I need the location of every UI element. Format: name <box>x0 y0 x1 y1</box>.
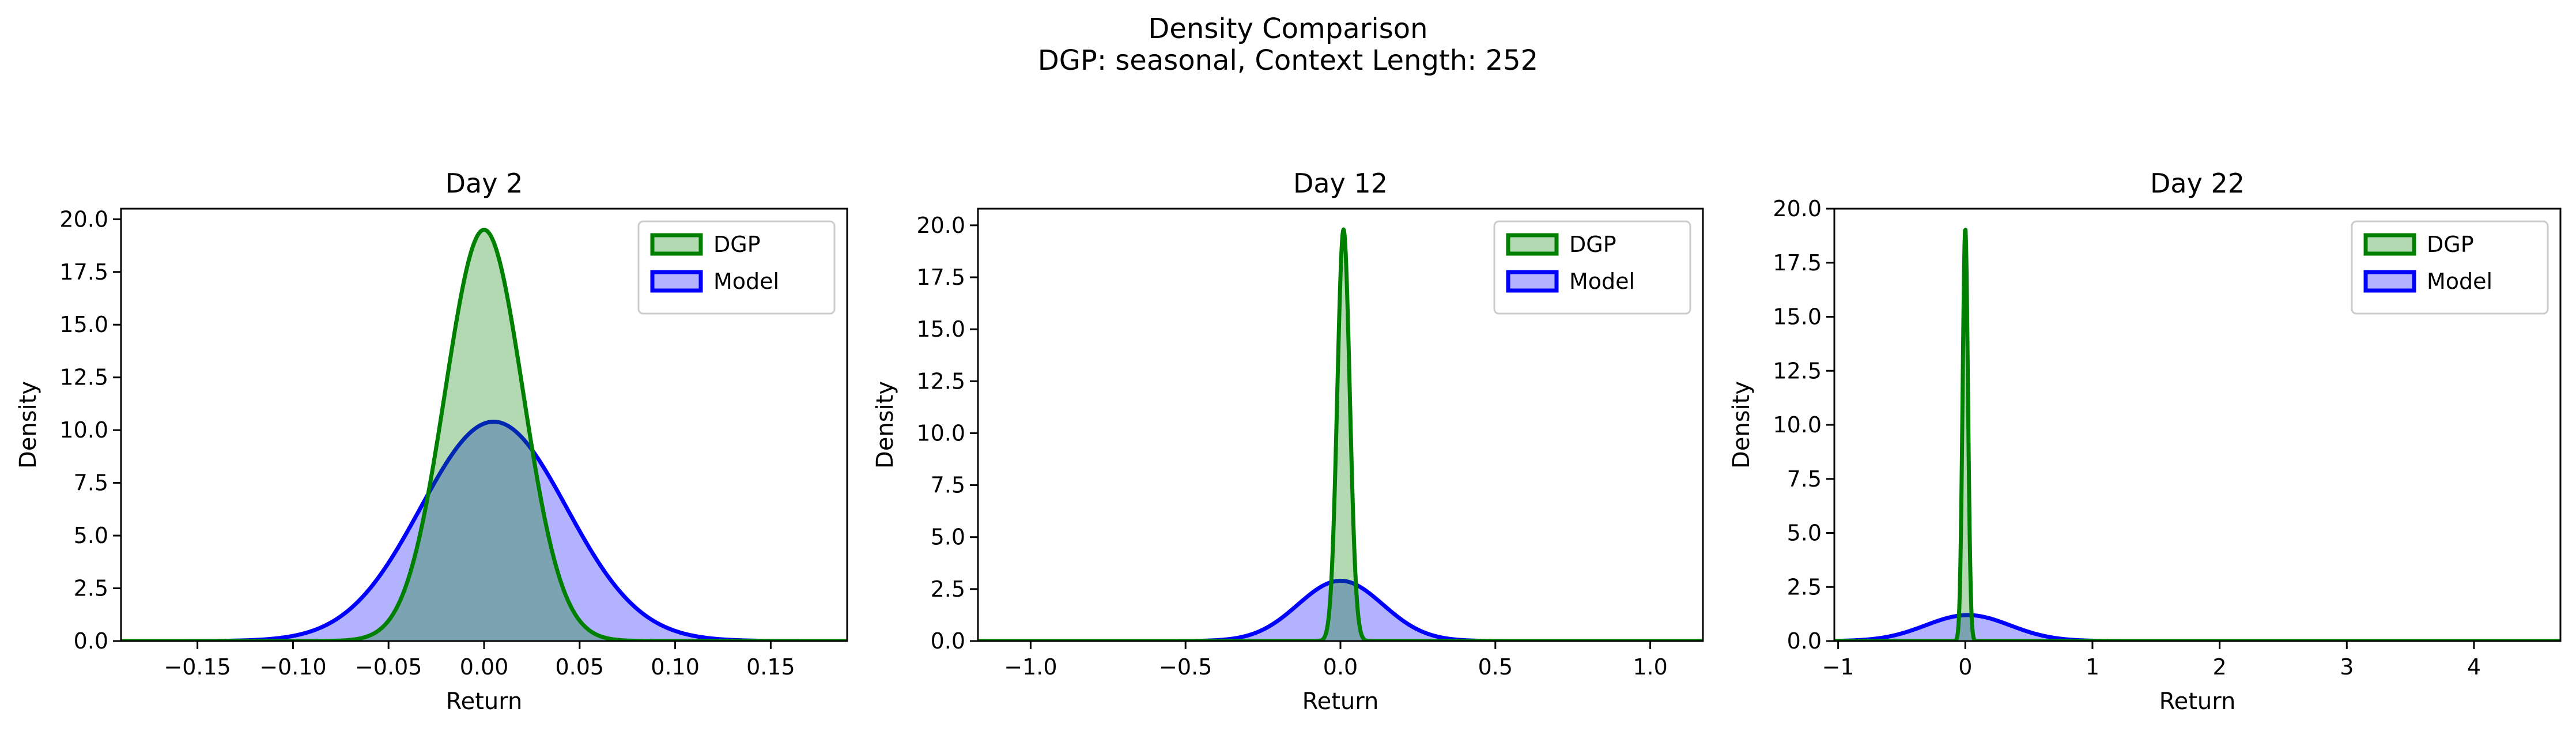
x-tick-label: 2 <box>2213 654 2227 680</box>
x-tick-label: 0.5 <box>1478 654 1513 680</box>
dgp-legend-swatch <box>1506 233 1559 256</box>
y-tick-label: 0.0 <box>74 628 108 654</box>
y-tick-label: 2.5 <box>74 576 108 601</box>
model-density-line <box>1834 613 2560 641</box>
model-legend-swatch <box>2363 270 2416 293</box>
dgp-legend-label: DGP <box>1569 232 1616 257</box>
y-tick-label: 20.0 <box>59 206 108 232</box>
y-tick-label: 17.5 <box>916 265 965 290</box>
x-tick-label: 3 <box>2340 654 2354 680</box>
y-tick-label: 7.5 <box>931 473 965 498</box>
y-tick-label: 15.0 <box>59 312 108 337</box>
subplot-3: −1 0 1 2 3 4 0.0 2.5 5.0 7.5 10.0 12.5 15.0 17.5 20.0 D… <box>1728 168 2562 715</box>
x-axis-label: Return <box>1302 688 1379 715</box>
y-tick-label: 7.5 <box>74 470 108 496</box>
subplot-2: −1.0 −0.5 0.0 0.5 1.0 0.0 2.5 5.0 7.5 10.0 12.5 15.… <box>872 168 1704 715</box>
x-tick-label: 0.0 <box>1323 654 1358 680</box>
x-tick-label: 0.00 <box>460 654 509 680</box>
legend: DGP Model <box>637 220 836 315</box>
x-tick-label: −0.5 <box>1159 654 1212 680</box>
y-tick-label: 5.0 <box>931 525 965 550</box>
x-tick-label: 0.15 <box>746 654 795 680</box>
y-axis-label: Density <box>15 381 41 469</box>
x-tick-label: 0.05 <box>555 654 604 680</box>
y-tick-label: 12.5 <box>916 368 965 394</box>
model-legend-label: Model <box>2427 269 2492 294</box>
y-tick-label: 17.5 <box>59 259 108 285</box>
model-density-line <box>978 578 1703 641</box>
x-axis-label: Return <box>446 688 523 715</box>
plot-area <box>978 227 1703 641</box>
subplot-1: −0.15 −0.10 −0.05 0.00 0.05 0.10 0.15 0.0 2.5 5.0… <box>15 168 848 715</box>
dgp-density-fill <box>978 229 1703 641</box>
model-legend-swatch <box>650 270 703 293</box>
dgp-density-line <box>121 228 847 641</box>
y-tick-label: 15.0 <box>1773 304 1822 330</box>
y-tick-label: 12.5 <box>1773 358 1822 383</box>
y-tick-label: 0.0 <box>1787 628 1822 654</box>
y-tick-label: 15.0 <box>916 316 965 342</box>
dgp-legend-swatch <box>650 233 703 256</box>
y-tick-label: 20.0 <box>1773 196 1822 221</box>
x-tick-label: 0.10 <box>651 654 700 680</box>
figure-title: Density Comparison <box>1148 13 1428 45</box>
y-tick-label: 10.0 <box>1773 412 1822 438</box>
model-legend-label: Model <box>1569 269 1635 294</box>
x-tick-label: 0 <box>1958 654 1972 680</box>
x-tick-label: −0.05 <box>355 654 422 680</box>
dgp-legend-label: DGP <box>2427 232 2474 257</box>
y-axis-label: Density <box>1728 381 1755 469</box>
x-tick-label: −0.10 <box>259 654 326 680</box>
y-tick-label: 2.5 <box>1787 574 1822 600</box>
subplot-title: Day 12 <box>1293 168 1388 199</box>
dgp-legend-swatch <box>2363 233 2416 256</box>
dgp-legend-label: DGP <box>713 232 761 257</box>
y-tick-label: 5.0 <box>74 523 108 548</box>
x-tick-label: −0.15 <box>164 654 231 680</box>
y-tick-label: 20.0 <box>916 213 965 238</box>
model-density-fill <box>121 421 847 641</box>
x-axis-label: Return <box>2159 688 2236 715</box>
model-density-fill <box>978 581 1703 641</box>
y-tick-label: 17.5 <box>1773 250 1822 276</box>
x-tick-label: −1.0 <box>1004 654 1057 680</box>
dgp-density-line <box>978 227 1703 641</box>
y-tick-label: 10.0 <box>916 420 965 446</box>
subplot-title: Day 2 <box>445 168 523 199</box>
figure-subtitle: DGP: seasonal, Context Length: 252 <box>1037 44 1539 77</box>
model-legend-swatch <box>1506 270 1559 293</box>
x-tick-label: −1 <box>1822 654 1854 680</box>
legend: DGP Model <box>2351 220 2549 315</box>
y-tick-label: 10.0 <box>59 417 108 443</box>
dgp-density-fill <box>121 229 847 641</box>
y-tick-label: 12.5 <box>59 365 108 390</box>
x-tick-label: 4 <box>2467 654 2481 680</box>
y-tick-label: 7.5 <box>1787 466 1822 492</box>
y-tick-label: 2.5 <box>931 576 965 602</box>
y-tick-label: 0.0 <box>931 628 965 654</box>
subplot-title: Day 22 <box>2150 168 2245 199</box>
x-tick-label: 1 <box>2086 654 2099 680</box>
y-axis-label: Density <box>872 381 898 469</box>
y-tick-label: 5.0 <box>1787 521 1822 546</box>
legend: DGP Model <box>1493 220 1691 315</box>
x-tick-label: 1.0 <box>1633 654 1667 680</box>
model-density-fill <box>1834 615 2560 641</box>
model-legend-label: Model <box>713 269 779 294</box>
